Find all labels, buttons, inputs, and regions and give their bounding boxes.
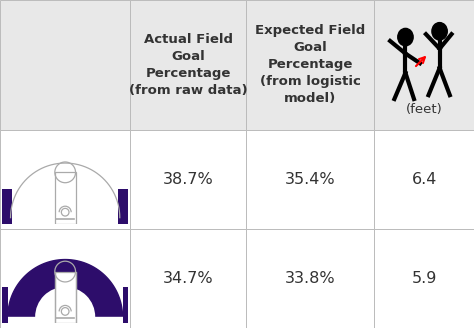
Circle shape [398, 29, 413, 46]
Text: 6.4: 6.4 [411, 172, 437, 187]
Bar [2, 189, 12, 224]
Text: Expected Field
Goal
Percentage
(from logistic
model): Expected Field Goal Percentage (from log… [255, 24, 365, 105]
Bar [374, 229, 474, 328]
Text: 5.9: 5.9 [411, 271, 437, 286]
Bar [55, 272, 75, 323]
Circle shape [432, 23, 447, 40]
Bar [374, 130, 474, 229]
Text: (feet): (feet) [406, 103, 443, 116]
Bar [118, 189, 128, 224]
Text: 33.8%: 33.8% [285, 271, 336, 286]
Bar [130, 130, 246, 229]
Bar [130, 0, 246, 130]
Text: Actual Field
Goal
Percentage
(from raw data): Actual Field Goal Percentage (from raw d… [129, 33, 248, 97]
Text: 38.7%: 38.7% [163, 172, 214, 187]
Bar [122, 287, 128, 323]
Bar [246, 0, 374, 130]
Polygon shape [2, 318, 128, 323]
Bar [0, 130, 130, 229]
Bar [2, 287, 8, 323]
Polygon shape [2, 259, 128, 323]
Bar [55, 172, 75, 224]
Bar [246, 130, 374, 229]
Bar [374, 0, 474, 130]
Circle shape [35, 287, 95, 328]
Text: 34.7%: 34.7% [163, 271, 214, 286]
Bar [130, 229, 246, 328]
Text: 35.4%: 35.4% [285, 172, 336, 187]
Bar [246, 229, 374, 328]
Bar [0, 0, 130, 130]
Bar [0, 229, 130, 328]
